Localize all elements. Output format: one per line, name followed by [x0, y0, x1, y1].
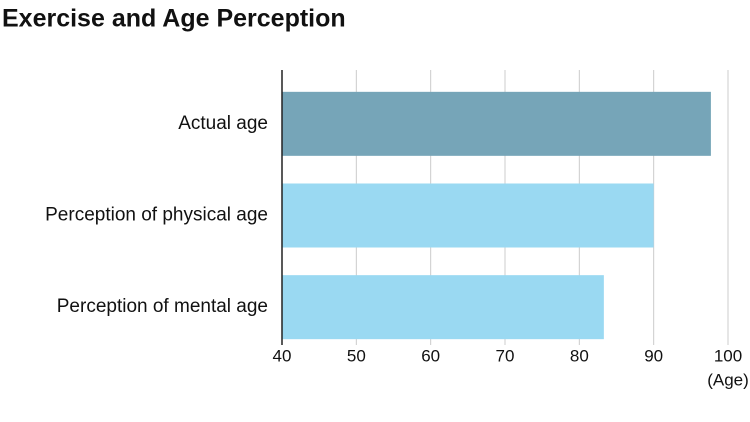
x-tick-label: 90	[644, 346, 663, 365]
chart-title: Exercise and Age Perception	[2, 5, 346, 33]
x-tick-label: 100	[714, 346, 742, 365]
y-tick-label: Perception of physical age	[45, 205, 268, 226]
x-tick-label: 60	[421, 346, 440, 365]
bar	[282, 183, 654, 248]
x-tick-label: 70	[496, 346, 515, 365]
y-tick-label: Actual age	[178, 113, 268, 134]
x-axis-label: (Age)	[707, 370, 749, 389]
y-tick-label: Perception of mental age	[57, 296, 268, 317]
bar	[282, 91, 711, 156]
x-tick-label: 50	[347, 346, 366, 365]
bar	[282, 275, 604, 340]
x-tick-label: 40	[273, 346, 292, 365]
x-tick-label: 80	[570, 346, 589, 365]
